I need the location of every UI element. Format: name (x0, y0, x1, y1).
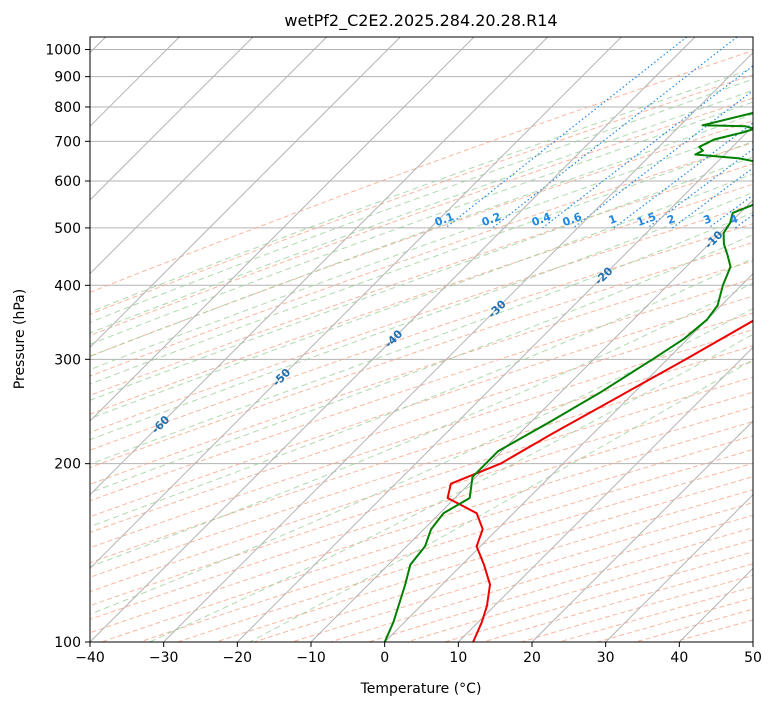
isotherm-line (752, 641, 753, 642)
moist-adiabat (90, 126, 753, 371)
moist-adiabat (90, 67, 753, 313)
isotherm-line (236, 125, 753, 642)
plot-frame (89, 36, 754, 643)
isotherm-line (457, 346, 753, 642)
x-tick-label: 20 (523, 650, 541, 666)
isotherm-line (90, 37, 328, 275)
isotherm-line (90, 37, 254, 201)
dry-adiabat (254, 489, 753, 642)
dry-adiabat (215, 476, 753, 642)
dry-adiabat (177, 462, 753, 642)
x-tick-label: 30 (597, 650, 615, 666)
y-tick-label: 800 (54, 100, 81, 116)
moist-adiabat (90, 282, 753, 568)
mixing-ratio-line (613, 122, 753, 229)
isotherm-line (90, 37, 401, 349)
isotherm-line (163, 51, 753, 642)
dry-adiabat (673, 619, 753, 642)
x-tick-label: −30 (149, 650, 179, 666)
isotherm-line (384, 272, 753, 642)
dry-adiabat (90, 329, 753, 549)
y-tick-label: 100 (54, 635, 81, 651)
mixing-ratio-line (445, 37, 688, 229)
x-tick-label: 0 (380, 650, 389, 666)
mixing-ratio-line (672, 167, 753, 229)
isotherm-label: -50 (270, 366, 293, 389)
mixing-ratio-label: 6 (767, 212, 775, 227)
temperature-profile (446, 319, 753, 642)
isotherm-line (90, 37, 549, 496)
x-tick-label: 50 (744, 650, 762, 666)
y-tick-label: 200 (54, 457, 81, 473)
dry-adiabat (635, 608, 753, 642)
mixing-ratio-label: 0.4 (530, 210, 553, 229)
dry-adiabat (90, 312, 753, 533)
y-tick-label: 300 (54, 352, 81, 368)
moist-adiabat (90, 173, 753, 420)
y-axis-title: Pressure (hPa) (12, 289, 28, 389)
moist-adiabat (90, 140, 753, 385)
mixing-ratio-label: 3 (702, 212, 714, 227)
moist-adiabat (149, 333, 753, 642)
mixing-ratio-label: 0.6 (561, 210, 584, 229)
y-tick-label: 400 (54, 278, 81, 294)
y-tick-label: 900 (54, 70, 81, 86)
moist-adiabat (90, 78, 753, 323)
moist-adiabat (90, 191, 753, 441)
dry-adiabat (444, 551, 753, 642)
y-tick-label: 1000 (45, 43, 81, 59)
mixing-ratio-line (492, 37, 738, 229)
isotherm-line (678, 567, 753, 642)
isotherm-label: -30 (486, 297, 509, 320)
y-tick-label: 500 (54, 221, 81, 237)
dry-adiabat (90, 142, 753, 377)
x-tick-label: −20 (223, 650, 253, 666)
moist-adiabat (249, 359, 753, 642)
mixing-ratio-label: 0.2 (480, 210, 503, 229)
y-tick-label: 700 (54, 134, 81, 150)
mixing-ratio-label: 0.1 (433, 210, 456, 229)
dry-adiabat (90, 241, 753, 469)
mixing-ratio-label: 1 (607, 212, 619, 227)
dry-adiabat (90, 183, 753, 415)
y-tick-label: 600 (54, 174, 81, 190)
dry-adiabat (90, 345, 753, 564)
moist-adiabat (90, 113, 753, 357)
x-axis-title: Temperature (°C) (360, 681, 482, 697)
isotherm-line (90, 37, 475, 422)
isotherm-line (605, 493, 753, 642)
x-tick-label: 10 (449, 650, 467, 666)
isotherm-line (310, 199, 753, 642)
dry-adiabat (139, 449, 753, 642)
dry-adiabat (90, 120, 753, 357)
isotherm-label: -70 (23, 465, 46, 488)
mixing-ratio-label: 1.5 (635, 210, 658, 229)
dry-adiabat (90, 223, 753, 451)
isotherm-line (90, 37, 696, 642)
chart-title: wetPf2_C2E2.2025.284.20.28.R14 (284, 11, 557, 31)
mixing-ratio-label: 4 (728, 212, 740, 227)
dry-adiabat (292, 502, 753, 642)
isotherm-line (90, 37, 622, 570)
dry-adiabat (90, 361, 753, 578)
dewpoint-profile (383, 111, 753, 642)
dry-adiabat (101, 435, 753, 642)
x-tick-label: −10 (296, 650, 326, 666)
mixing-ratio-line (542, 65, 753, 229)
moist-adiabat (90, 212, 753, 465)
mixing-ratio-label: 2 (665, 212, 677, 227)
x-tick-label: −40 (75, 650, 105, 666)
dry-adiabat (90, 376, 753, 593)
dry-adiabat (90, 278, 753, 502)
isotherm-label: -60 (149, 413, 172, 436)
isotherm-line (531, 420, 753, 642)
dry-adiabat (90, 203, 753, 433)
x-tick-label: 40 (670, 650, 688, 666)
